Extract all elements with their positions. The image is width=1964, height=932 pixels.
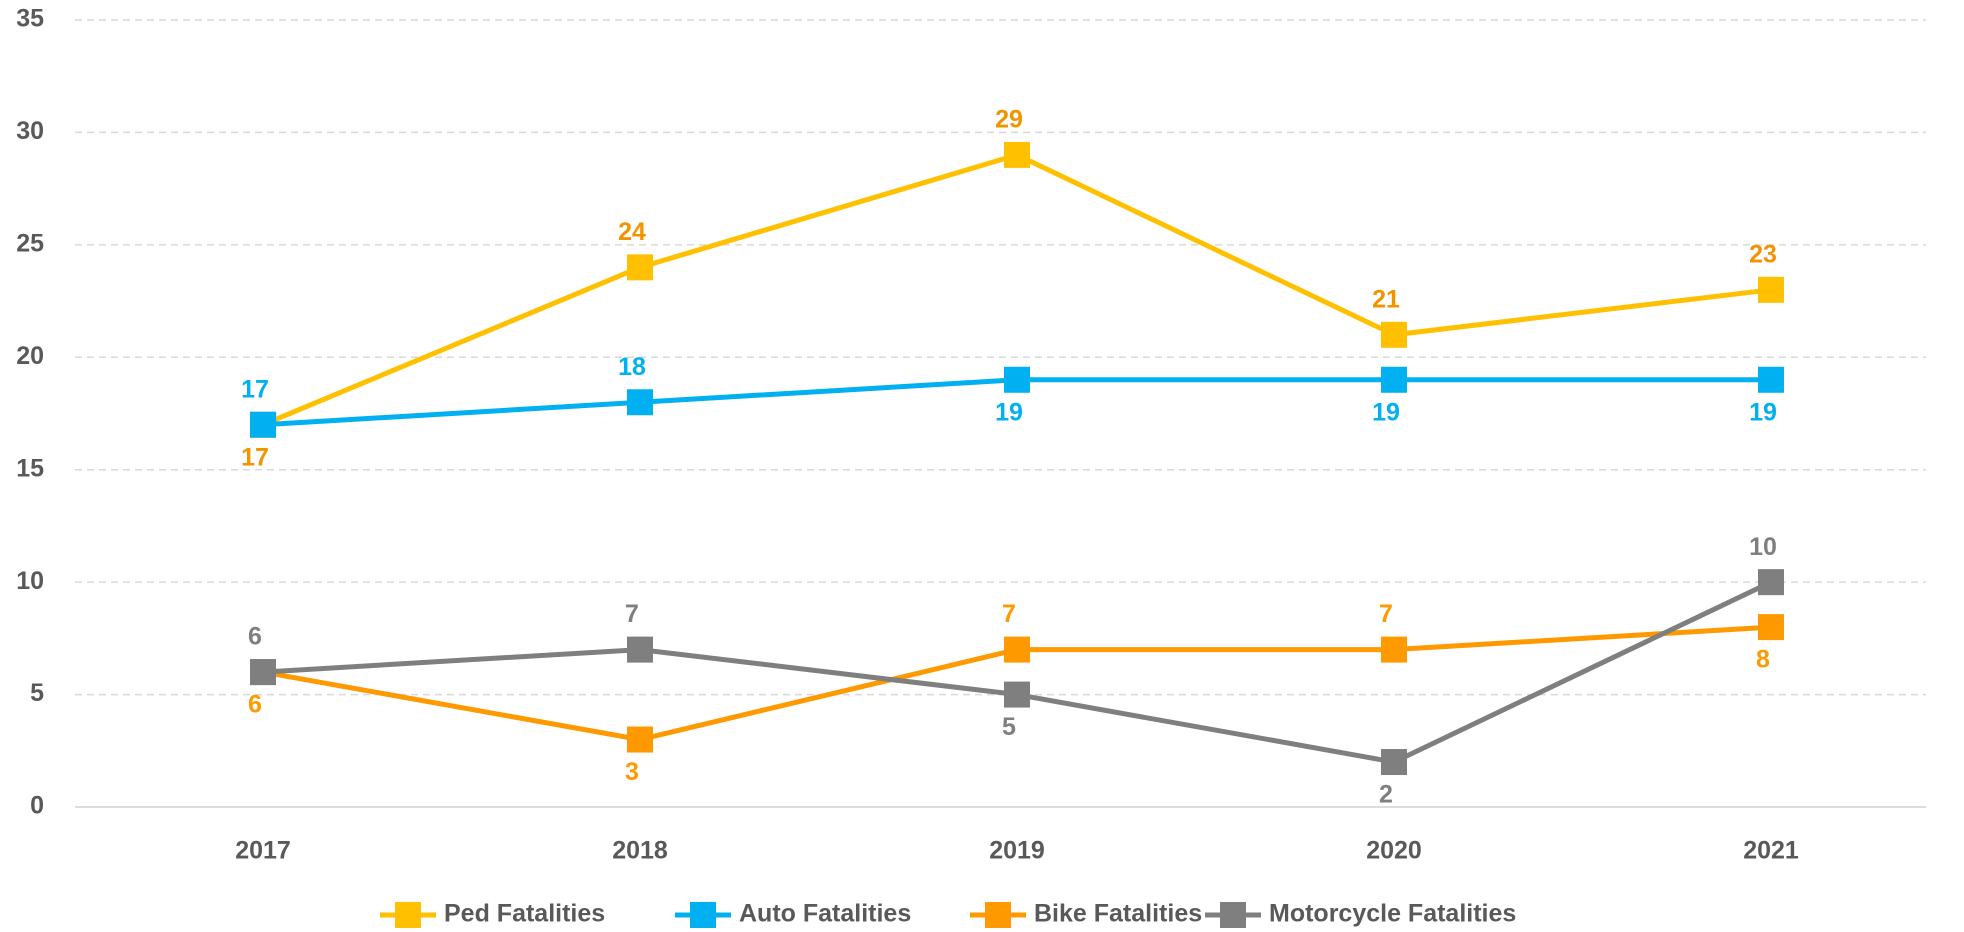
marker: [1381, 321, 1407, 348]
data-label: 19: [1372, 398, 1400, 426]
y-tick-label: 5: [30, 679, 44, 707]
data-label: 7: [1002, 600, 1016, 628]
x-tick-label: 2020: [1366, 837, 1422, 865]
marker: [1004, 636, 1030, 663]
y-tick-label: 30: [16, 117, 44, 145]
marker: [250, 411, 276, 438]
marker: [1381, 366, 1407, 393]
data-label: 5: [1002, 713, 1016, 741]
data-label: 2: [1379, 781, 1393, 809]
data-label: 6: [248, 691, 262, 719]
marker: [627, 254, 653, 281]
data-label: 24: [618, 218, 646, 246]
x-tick-label: 2021: [1743, 837, 1799, 865]
legend-label: Auto Fatalities: [739, 900, 911, 928]
data-label: 17: [241, 443, 269, 471]
data-label: 19: [995, 398, 1023, 426]
marker: [1381, 636, 1407, 663]
legend-label: Ped Fatalities: [444, 900, 605, 928]
data-label: 6: [248, 623, 262, 651]
data-label: 10: [1749, 533, 1777, 561]
legend-label: Motorcycle Fatalities: [1269, 900, 1516, 928]
marker: [627, 389, 653, 416]
y-tick-label: 10: [16, 567, 44, 595]
y-tick-label: 20: [16, 342, 44, 370]
marker: [1758, 614, 1784, 641]
marker: [1004, 366, 1030, 393]
legend-marker: [1220, 902, 1246, 928]
marker: [1004, 681, 1030, 708]
marker: [250, 659, 276, 686]
data-label: 8: [1756, 646, 1770, 674]
marker: [627, 726, 653, 753]
x-tick-label: 2018: [612, 837, 668, 865]
y-tick-label: 25: [16, 229, 44, 257]
data-label: 19: [1749, 398, 1777, 426]
data-label: 29: [995, 106, 1023, 134]
y-tick-label: 35: [16, 5, 44, 33]
series-line: [262, 579, 1773, 765]
data-label: 17: [241, 375, 269, 403]
legend-marker: [690, 902, 716, 928]
data-label: 7: [625, 600, 639, 628]
legend-marker: [395, 902, 421, 928]
legend-label: Bike Fatalities: [1034, 900, 1202, 928]
marker: [1381, 749, 1407, 776]
marker: [1758, 366, 1784, 393]
y-tick-label: 0: [30, 792, 44, 820]
x-tick-label: 2019: [989, 837, 1045, 865]
data-label: 18: [618, 353, 646, 381]
y-tick-label: 15: [16, 454, 44, 482]
data-label: 7: [1379, 600, 1393, 628]
legend-marker: [985, 902, 1011, 928]
marker: [1004, 141, 1030, 168]
marker: [1758, 276, 1784, 303]
marker: [1758, 569, 1784, 596]
data-label: 23: [1749, 240, 1777, 268]
marker: [627, 636, 653, 663]
x-tick-label: 2017: [235, 837, 291, 865]
data-label: 21: [1372, 285, 1400, 313]
data-label: 3: [625, 758, 639, 786]
